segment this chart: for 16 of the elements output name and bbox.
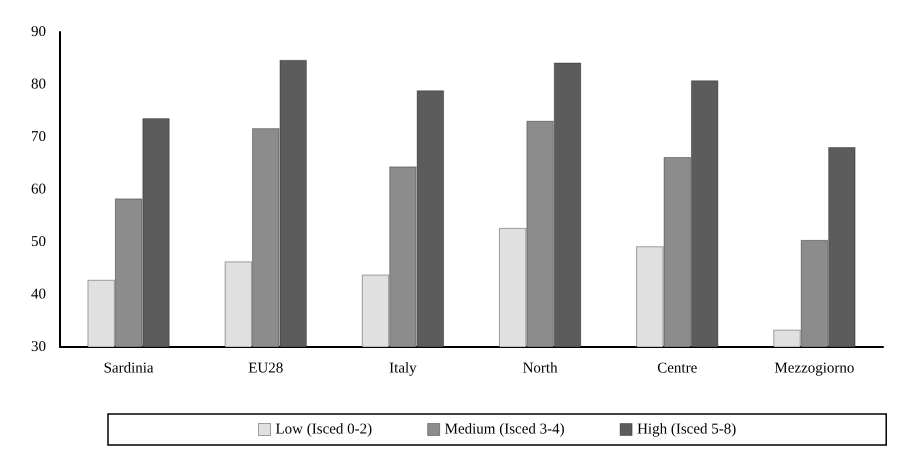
x-tick-label: Mezzogiorno (774, 360, 854, 376)
y-tick-label: 90 (31, 24, 46, 40)
x-tick-label: EU28 (248, 360, 284, 376)
y-tick-label: 30 (31, 339, 46, 355)
x-tick-label: North (522, 360, 558, 376)
legend-label: Medium (Isced 3-4) (444, 422, 565, 438)
x-tick-label: Centre (657, 360, 698, 376)
y-tick-label: 40 (31, 286, 46, 302)
y-tick-label: 60 (31, 182, 46, 198)
y-tick-label: 70 (31, 129, 46, 145)
x-tick-label: Sardinia (104, 360, 154, 376)
legend-label: High (Isced 5-8) (637, 422, 736, 438)
legend-label: Low (Isced 0-2) (276, 422, 372, 438)
y-tick-label: 80 (31, 76, 46, 92)
y-tick-label: 50 (31, 234, 46, 250)
x-tick-label: Italy (389, 360, 418, 376)
